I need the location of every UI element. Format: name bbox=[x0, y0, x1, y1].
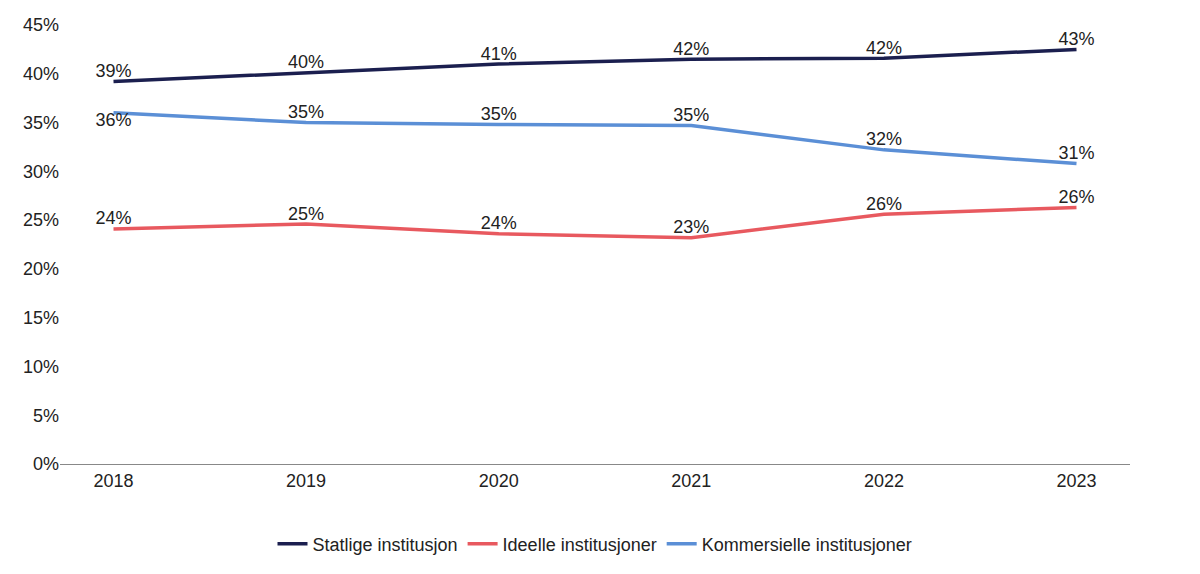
svg-text:25%: 25% bbox=[288, 204, 324, 224]
svg-text:24%: 24% bbox=[95, 208, 131, 228]
svg-text:2022: 2022 bbox=[864, 471, 904, 491]
svg-text:43%: 43% bbox=[1058, 29, 1094, 49]
svg-text:26%: 26% bbox=[1058, 187, 1094, 207]
svg-text:5%: 5% bbox=[33, 406, 59, 426]
svg-text:Ideelle institusjoner: Ideelle institusjoner bbox=[503, 535, 657, 555]
svg-text:20%: 20% bbox=[23, 259, 59, 279]
svg-text:36%: 36% bbox=[95, 110, 131, 130]
svg-text:40%: 40% bbox=[288, 52, 324, 72]
svg-text:30%: 30% bbox=[23, 162, 59, 182]
svg-text:42%: 42% bbox=[673, 39, 709, 59]
svg-text:26%: 26% bbox=[866, 194, 902, 214]
svg-text:45%: 45% bbox=[23, 15, 59, 35]
svg-text:Statlige institusjon: Statlige institusjon bbox=[313, 535, 458, 555]
svg-text:24%: 24% bbox=[481, 213, 517, 233]
svg-text:2018: 2018 bbox=[93, 471, 133, 491]
svg-text:0%: 0% bbox=[33, 454, 59, 474]
svg-text:Kommersielle institusjoner: Kommersielle institusjoner bbox=[702, 535, 912, 555]
svg-text:39%: 39% bbox=[95, 61, 131, 81]
svg-text:2019: 2019 bbox=[286, 471, 326, 491]
svg-text:32%: 32% bbox=[866, 129, 902, 149]
svg-text:35%: 35% bbox=[23, 113, 59, 133]
svg-text:35%: 35% bbox=[288, 102, 324, 122]
svg-text:2020: 2020 bbox=[479, 471, 519, 491]
svg-text:31%: 31% bbox=[1058, 143, 1094, 163]
svg-text:42%: 42% bbox=[866, 38, 902, 58]
svg-text:10%: 10% bbox=[23, 357, 59, 377]
svg-text:15%: 15% bbox=[23, 308, 59, 328]
svg-text:35%: 35% bbox=[673, 105, 709, 125]
svg-text:25%: 25% bbox=[23, 210, 59, 230]
svg-text:41%: 41% bbox=[481, 44, 517, 64]
svg-text:35%: 35% bbox=[481, 104, 517, 124]
svg-text:23%: 23% bbox=[673, 217, 709, 237]
svg-text:2023: 2023 bbox=[1056, 471, 1096, 491]
svg-text:40%: 40% bbox=[23, 64, 59, 84]
svg-text:2021: 2021 bbox=[671, 471, 711, 491]
